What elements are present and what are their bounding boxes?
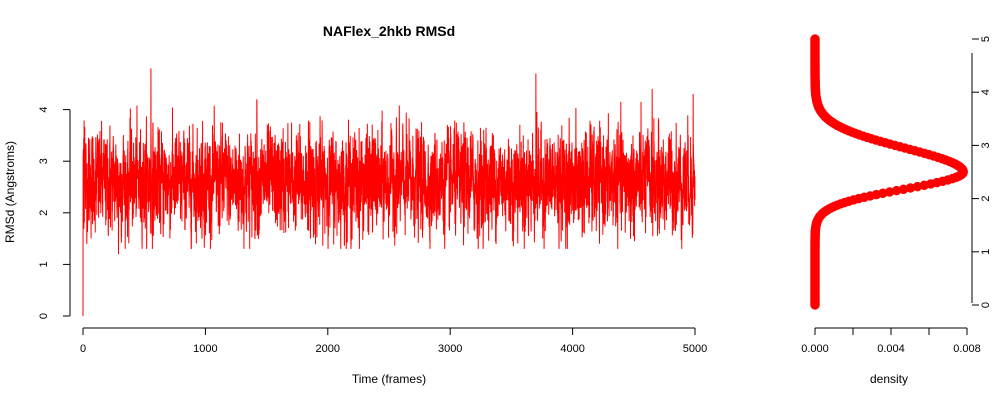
density-x-tick-label: 0.008 bbox=[953, 343, 981, 355]
x-tick-label: 3000 bbox=[438, 343, 462, 355]
density-axis-label: density bbox=[870, 372, 908, 386]
density-point bbox=[810, 34, 820, 44]
chart-title: NAFlex_2hkb RMSd bbox=[323, 23, 455, 39]
density-y-tick-label: 4 bbox=[980, 89, 992, 95]
rmsd-line bbox=[82, 68, 696, 317]
x-tick-label: 4000 bbox=[560, 343, 584, 355]
density-x-tick-label: 0.000 bbox=[801, 343, 829, 355]
y-tick-label: 3 bbox=[38, 158, 50, 164]
y-axis-label: RMSd (Angstroms) bbox=[3, 141, 17, 243]
density-y-tick-label: 1 bbox=[980, 249, 992, 255]
x-tick-label: 0 bbox=[80, 343, 86, 355]
y-tick-label: 4 bbox=[38, 107, 50, 113]
x-tick-label: 5000 bbox=[683, 343, 707, 355]
density-x-tick-label: 0.004 bbox=[877, 343, 905, 355]
density-y-tick-label: 2 bbox=[980, 196, 992, 202]
density-axes: 0.000 0.004 0.008 0 1 2 3 4 5 bbox=[801, 36, 992, 355]
density-y-tick-label: 3 bbox=[980, 142, 992, 148]
density-y-tick-label: 5 bbox=[980, 36, 992, 42]
x-tick-label: 1000 bbox=[193, 343, 217, 355]
y-tick-label: 2 bbox=[38, 210, 50, 216]
main-axes: 0 1000 2000 3000 4000 5000 0 1 2 3 4 bbox=[38, 107, 707, 355]
density-y-tick-label: 0 bbox=[980, 302, 992, 308]
x-axis-label: Time (frames) bbox=[352, 372, 426, 386]
y-tick-label: 0 bbox=[38, 313, 50, 319]
density-series bbox=[810, 34, 968, 310]
y-tick-label: 1 bbox=[38, 261, 50, 267]
x-tick-label: 2000 bbox=[316, 343, 340, 355]
rmsd-series bbox=[82, 68, 696, 317]
